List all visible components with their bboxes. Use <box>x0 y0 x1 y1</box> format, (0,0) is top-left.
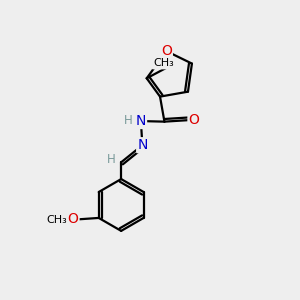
Text: O: O <box>68 212 79 226</box>
Text: H: H <box>124 114 133 127</box>
Text: O: O <box>161 44 172 58</box>
Text: O: O <box>188 113 199 127</box>
Text: N: N <box>137 138 148 152</box>
Text: H: H <box>107 153 116 167</box>
Text: CH₃: CH₃ <box>153 58 174 68</box>
Text: CH₃: CH₃ <box>46 215 67 225</box>
Text: N: N <box>136 114 146 128</box>
